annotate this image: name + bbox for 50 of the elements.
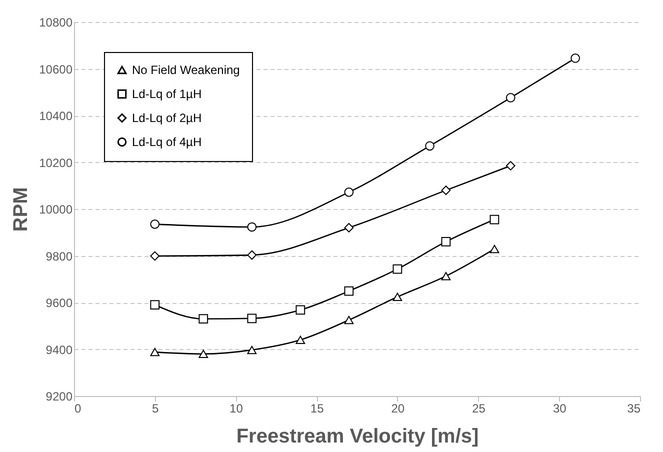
point [441, 186, 451, 195]
point [441, 272, 451, 280]
y-tick-label: 10800 [39, 16, 73, 30]
point [344, 286, 354, 296]
x-tick-label: 20 [391, 402, 405, 416]
x-tick-label: 10 [230, 402, 244, 416]
x-tick-label: 30 [552, 402, 567, 416]
point [247, 314, 257, 324]
point [296, 305, 306, 315]
point [198, 350, 208, 358]
point [506, 161, 516, 170]
point [392, 292, 402, 302]
legend-label: No Field Weakening [132, 63, 240, 77]
y-tick-label: 10200 [39, 156, 73, 170]
x-axis-title: Freestream Velocity [m/s] [236, 426, 479, 448]
y-tick-label: 10400 [39, 109, 73, 123]
point [150, 300, 160, 310]
point [392, 264, 402, 274]
point [150, 251, 160, 261]
y-axis-title: RPM [10, 187, 32, 232]
point [344, 223, 354, 232]
point [344, 187, 354, 197]
y-tick-label: 9400 [46, 342, 73, 357]
y-tick-label: 9800 [46, 249, 73, 264]
point [247, 250, 257, 260]
point [506, 93, 516, 102]
x-tick-label: 25 [472, 402, 486, 416]
point [296, 336, 306, 344]
point [570, 54, 580, 63]
point [150, 220, 160, 229]
legend-label: Ld-Lq of 2µH [132, 111, 202, 125]
y-tick-label: 9200 [46, 390, 73, 404]
point [441, 237, 451, 246]
point [150, 348, 160, 356]
point [198, 314, 208, 324]
x-tick-label: 0 [74, 402, 82, 416]
point [490, 244, 500, 254]
point [344, 316, 354, 324]
legend-label: Ld-Lq of 4µH [132, 135, 202, 149]
x-tick-label: 35 [627, 402, 641, 416]
point [490, 214, 500, 224]
point [247, 222, 257, 232]
legend-label: Ld-Lq of 1µH [132, 87, 202, 101]
x-tick-label: 5 [152, 402, 160, 416]
y-tick-label: 10000 [39, 202, 73, 216]
y-tick-label: 9600 [46, 296, 73, 310]
point [247, 346, 257, 354]
x-tick-label: 15 [310, 402, 324, 416]
y-tick-label: 10600 [39, 62, 73, 76]
point [425, 141, 434, 151]
